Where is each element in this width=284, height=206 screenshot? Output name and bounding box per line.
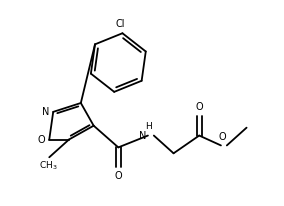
Text: O: O (218, 132, 226, 143)
Text: N: N (139, 131, 147, 140)
Text: Cl: Cl (116, 19, 125, 29)
Text: N: N (42, 107, 49, 117)
Text: H: H (145, 122, 152, 131)
Text: O: O (114, 171, 122, 181)
Text: O: O (195, 102, 203, 112)
Text: CH$_3$: CH$_3$ (39, 159, 58, 172)
Text: O: O (37, 135, 45, 144)
